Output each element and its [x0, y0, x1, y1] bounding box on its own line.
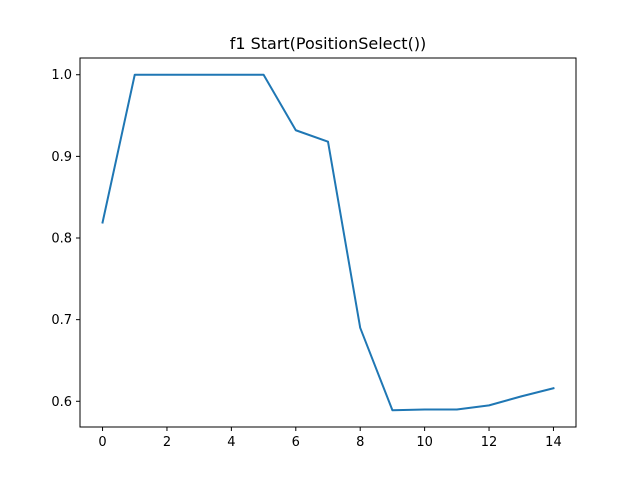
x-tick-label: 4 [227, 435, 235, 450]
data-point [488, 404, 490, 407]
x-tick-label: 14 [545, 435, 562, 450]
x-tick-label: 6 [292, 435, 300, 450]
x-axis: 0 2 4 6 8 10 12 14 [98, 427, 562, 450]
series-layer [101, 73, 555, 412]
data-point [262, 73, 265, 76]
data-point [423, 408, 426, 411]
data-point [359, 327, 362, 329]
data-point [294, 129, 297, 132]
data-point [166, 73, 168, 76]
data-point [230, 73, 233, 76]
y-tick-label: 1.0 [51, 68, 72, 83]
y-tick-label: 0.9 [51, 150, 72, 165]
plot-frame [79, 57, 577, 428]
y-axis: 0.6 0.7 0.8 0.9 1.0 [51, 68, 80, 410]
x-tick-label: 10 [416, 435, 433, 450]
data-point [552, 387, 555, 390]
data-point [520, 395, 523, 398]
x-tick-label: 8 [356, 435, 364, 450]
data-point [133, 73, 136, 76]
y-tick-label: 0.7 [51, 313, 72, 328]
x-tick-label: 2 [163, 435, 171, 450]
data-point [198, 73, 200, 76]
y-tick-label: 0.8 [51, 232, 72, 247]
y-tick-label: 0.6 [51, 395, 72, 410]
x-tick-label: 12 [481, 435, 498, 450]
data-point [391, 409, 394, 412]
x-tick-label: 0 [98, 435, 106, 450]
data-point [101, 221, 104, 224]
data-point [327, 140, 329, 143]
data-point [456, 408, 458, 411]
chart-title: f1 Start(PositionSelect()) [230, 34, 427, 53]
